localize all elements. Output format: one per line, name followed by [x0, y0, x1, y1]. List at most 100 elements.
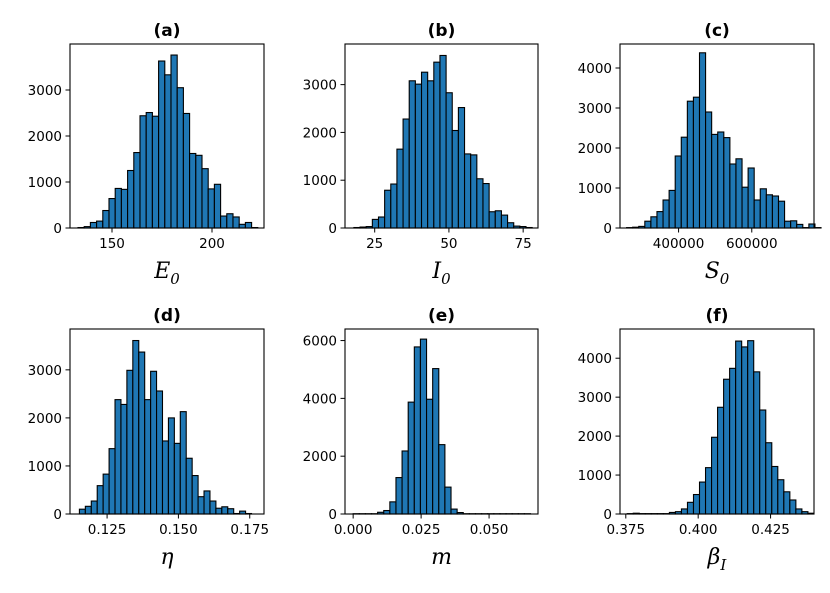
y-tick-label-f-4: 4000: [578, 351, 612, 367]
panel-c: 400000 600000 0 1000 2000 3000 4000 (c) S0: [578, 21, 822, 288]
x-tick-label-f-0: 0.375: [606, 522, 645, 538]
histogram-bar-f-19: [741, 346, 749, 515]
panel-f: 0.375 0.400 0.425 0 1000 2000 3000 4000 (f) βI: [578, 306, 815, 574]
y-tick-label-c-3: 3000: [578, 101, 612, 117]
y-tick-label-c-1: 1000: [578, 181, 612, 197]
histogram-bar-a-4: [102, 209, 110, 229]
histogram-bar-a-20: [201, 168, 209, 229]
histogram-bar-d-9: [132, 339, 140, 515]
panel-d: 0.125 0.150 0.175 0 1000 2000 3000 (d) η: [28, 306, 269, 570]
y-tick-label-d-3: 3000: [28, 363, 62, 379]
histogram-bar-b-12: [427, 80, 435, 229]
panel-b: 25 50 75 0 1000 2000 3000 (b) I0: [303, 21, 539, 288]
histogram-bar-b-24: [500, 214, 509, 229]
x-axis-label-b: I0: [431, 259, 451, 288]
y-tick-label-c-4: 4000: [578, 61, 612, 77]
x-tick-label-f-2: 0.425: [751, 522, 790, 538]
histogram-bar-b-19: [470, 154, 478, 229]
histogram-bar-c-15: [717, 131, 725, 229]
panel-title-a: (a): [153, 21, 180, 41]
histogram-bar-b-16: [451, 129, 459, 229]
y-tick-label-c-0: 0: [603, 221, 612, 237]
y-tick-label-c-2: 2000: [578, 141, 612, 157]
panel-e: 0.000 0.025 0.050 0 2000 4000 6000 (e) m: [303, 306, 539, 570]
histogram-bar-e-16: [450, 508, 458, 515]
histogram-bar-a-7: [120, 188, 129, 229]
x-tick-label-b-0: 25: [366, 236, 383, 252]
y-tick-label-e-1: 2000: [303, 449, 337, 465]
histogram-bar-a-8: [127, 169, 135, 229]
x-tick-label-a-1: 200: [199, 236, 225, 252]
x-axis-label-e: m: [431, 545, 452, 570]
y-tick-label-b-1: 1000: [303, 173, 337, 189]
histogram-bar-b-15: [445, 92, 453, 229]
histogram-bar-a-17: [182, 112, 191, 229]
histogram-bar-d-4: [102, 473, 110, 515]
histogram-bar-e-11: [419, 338, 428, 515]
plot-frame-c: [619, 43, 815, 229]
histogram-bar-d-14: [161, 440, 169, 515]
histogram-bar-a-5: [108, 198, 116, 229]
histogram-bar-d-12: [150, 370, 158, 515]
histogram-bar-b-20: [476, 178, 484, 229]
histogram-bar-d-11: [144, 399, 152, 515]
histogram-bar-c-5: [656, 211, 664, 229]
histogram-bar-f-16: [723, 378, 731, 515]
histogram-bar-f-13: [704, 467, 713, 515]
x-tick-label-a-0: 150: [99, 236, 125, 252]
histogram-bar-a-14: [164, 74, 172, 229]
panel-title-e: (e): [428, 306, 455, 326]
histogram-bar-c-17: [729, 163, 737, 229]
histogram-bar-a-10: [139, 115, 147, 229]
histogram-bar-a-27: [244, 221, 253, 229]
histogram-bar-a-24: [226, 213, 234, 229]
histogram-bar-c-12: [698, 52, 707, 229]
histogram-bar-b-23: [494, 210, 502, 229]
histogram-bar-c-8: [674, 155, 682, 229]
histogram-bar-d-8: [126, 369, 134, 515]
x-tick-label-c-0: 400000: [653, 236, 705, 252]
histogram-bar-f-23: [765, 442, 773, 515]
histogram-bar-a-6: [114, 187, 122, 229]
y-tick-label-d-0: 0: [53, 507, 62, 523]
histogram-bar-c-13: [705, 111, 713, 229]
histogram-bar-c-3: [644, 220, 652, 229]
histogram-bar-f-20: [747, 340, 755, 515]
y-tick-label-d-2: 2000: [28, 411, 62, 427]
x-axis-label-d: η: [160, 545, 173, 570]
histogram-bar-c-11: [692, 96, 701, 229]
histogram-bar-b-10: [414, 83, 423, 229]
histogram-bar-c-25: [777, 200, 786, 229]
y-tick-label-f-0: 0: [603, 507, 612, 523]
plot-frame-e: [344, 328, 539, 515]
histogram-bar-f-10: [686, 501, 695, 515]
histogram-bar-d-21: [203, 490, 211, 515]
histogram-bar-c-9: [680, 136, 688, 229]
x-tick-label-e-0: 0.000: [334, 522, 373, 538]
histogram-bar-f-14: [711, 436, 719, 515]
y-tick-label-a-2: 2000: [28, 129, 62, 145]
histogram-bar-d-1: [84, 505, 92, 515]
histogram-bar-d-7: [120, 403, 128, 515]
histogram-bar-f-24: [771, 465, 779, 515]
histogram-bar-a-19: [195, 154, 203, 229]
histogram-bar-f-27: [789, 499, 797, 515]
histogram-bar-c-18: [735, 158, 743, 229]
histogram-bar-a-12: [151, 115, 160, 229]
histogram-bar-a-11: [145, 111, 153, 229]
histogram-bar-c-26: [784, 220, 792, 229]
histogram-bar-d-10: [138, 351, 146, 515]
histogram-bar-e-14: [438, 444, 446, 515]
histogram-bar-c-27: [790, 220, 798, 229]
y-tick-label-f-2: 2000: [578, 429, 612, 445]
histogram-bar-e-15: [444, 486, 452, 515]
x-axis-label-f: βI: [707, 545, 728, 574]
histogram-bar-a-2: [89, 221, 98, 229]
histogram-bar-f-21: [753, 371, 761, 515]
x-tick-label-d-0: 0.125: [88, 522, 127, 538]
histogram-bar-a-13: [158, 60, 166, 229]
histogram-bar-b-7: [396, 148, 404, 229]
histogram-bar-e-13: [432, 368, 440, 515]
